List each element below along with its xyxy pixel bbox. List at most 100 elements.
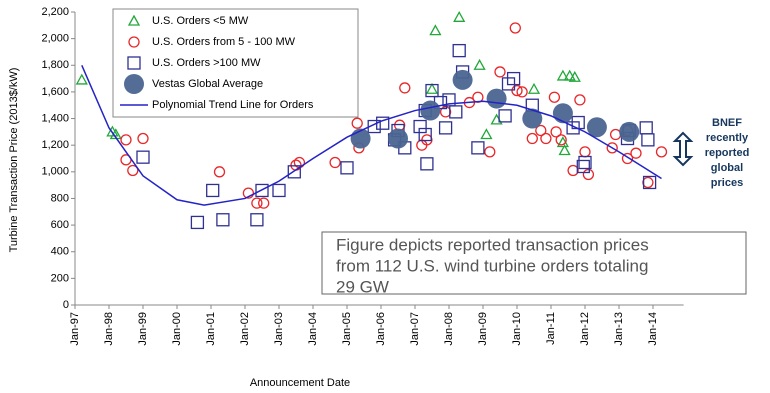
point <box>250 213 264 227</box>
point <box>442 93 456 107</box>
point <box>206 183 220 198</box>
legend-box <box>112 8 359 118</box>
x-tick-label: Jan-13 <box>613 312 625 346</box>
y-tick-label: 1,200 <box>41 139 69 151</box>
y-tick-label: 1,000 <box>41 166 69 178</box>
point <box>641 133 655 147</box>
point <box>511 84 523 97</box>
point <box>555 134 567 146</box>
point <box>582 168 595 181</box>
point <box>480 128 493 140</box>
point <box>568 70 581 82</box>
point <box>609 128 622 141</box>
y-tick-label: 2,000 <box>41 33 69 45</box>
x-tick-label: Jan-01 <box>205 312 217 346</box>
point <box>655 146 668 158</box>
side-note: prices <box>711 177 743 189</box>
legend-label: U.S. Orders from 5 - 100 MW <box>152 36 296 48</box>
trend-line <box>81 64 662 206</box>
y-tick-label: 600 <box>51 219 69 231</box>
point <box>290 159 302 171</box>
point <box>213 166 226 178</box>
point <box>413 119 427 134</box>
x-tick-label: Jan-99 <box>137 312 149 346</box>
point <box>452 43 466 58</box>
x-tick-label: Jan-00 <box>171 312 183 346</box>
point <box>242 187 255 199</box>
point <box>552 103 573 124</box>
point <box>136 150 150 164</box>
side-note: global <box>711 162 743 174</box>
point <box>473 58 486 70</box>
point <box>287 165 301 179</box>
point <box>449 105 463 119</box>
y-tick-label: 400 <box>51 246 69 258</box>
y-axis-label: Turbine Transaction Price (2013$/kW) <box>8 68 20 253</box>
note-box <box>321 231 747 295</box>
y-tick-label: 800 <box>51 192 69 204</box>
x-tick-label: Jan-08 <box>443 312 455 346</box>
point <box>506 71 521 86</box>
point <box>550 126 562 138</box>
point <box>399 82 411 94</box>
point <box>272 183 286 198</box>
point <box>630 147 642 159</box>
point <box>606 142 618 154</box>
note-text: from 112 U.S. wind turbine orders totali… <box>336 256 648 275</box>
point <box>75 73 88 85</box>
x-tick-label: Jan-04 <box>307 312 319 346</box>
point <box>556 69 570 81</box>
point <box>486 88 507 109</box>
side-note: BNEF <box>712 117 742 129</box>
y-tick-label: 200 <box>51 272 69 284</box>
point <box>494 66 506 78</box>
point <box>127 164 139 177</box>
point <box>351 117 363 129</box>
point <box>526 132 538 145</box>
point <box>216 213 230 227</box>
double-arrow <box>672 131 694 167</box>
point <box>509 22 521 34</box>
point <box>579 146 591 158</box>
legend-marker <box>127 56 141 70</box>
point <box>420 157 434 171</box>
side-note: recently <box>706 132 749 144</box>
legend-label: U.S. Orders <5 MW <box>152 15 249 27</box>
point <box>452 69 473 90</box>
point <box>498 109 512 123</box>
legend-label: Vestas Global Average <box>152 78 263 90</box>
point <box>439 106 452 118</box>
note-text: 29 GW <box>336 277 389 296</box>
y-tick-label: 1,400 <box>41 112 69 124</box>
y-tick-label: 1,800 <box>41 59 69 71</box>
point <box>566 121 580 135</box>
point <box>535 124 547 137</box>
x-axis-label: Announcement Date <box>250 377 350 389</box>
point <box>540 132 552 145</box>
point <box>251 197 263 209</box>
point <box>453 10 466 22</box>
y-tick-label: 2,200 <box>41 6 69 18</box>
point <box>522 108 543 129</box>
x-tick-label: Jan-12 <box>579 312 591 346</box>
point <box>388 128 408 149</box>
point <box>548 91 561 103</box>
point <box>190 215 205 230</box>
point <box>516 86 528 98</box>
point <box>574 94 586 106</box>
point <box>621 152 634 165</box>
point <box>642 176 654 189</box>
x-tick-label: Jan-06 <box>375 312 387 346</box>
point <box>425 82 439 94</box>
x-tick-label: Jan-07 <box>409 312 421 346</box>
point <box>329 156 341 169</box>
point <box>255 183 269 198</box>
point <box>619 121 640 142</box>
point <box>567 164 579 177</box>
point <box>421 134 433 146</box>
point <box>258 197 270 209</box>
legend-label: U.S. Orders >100 MW <box>152 57 261 69</box>
point <box>137 132 149 145</box>
point <box>578 155 592 170</box>
